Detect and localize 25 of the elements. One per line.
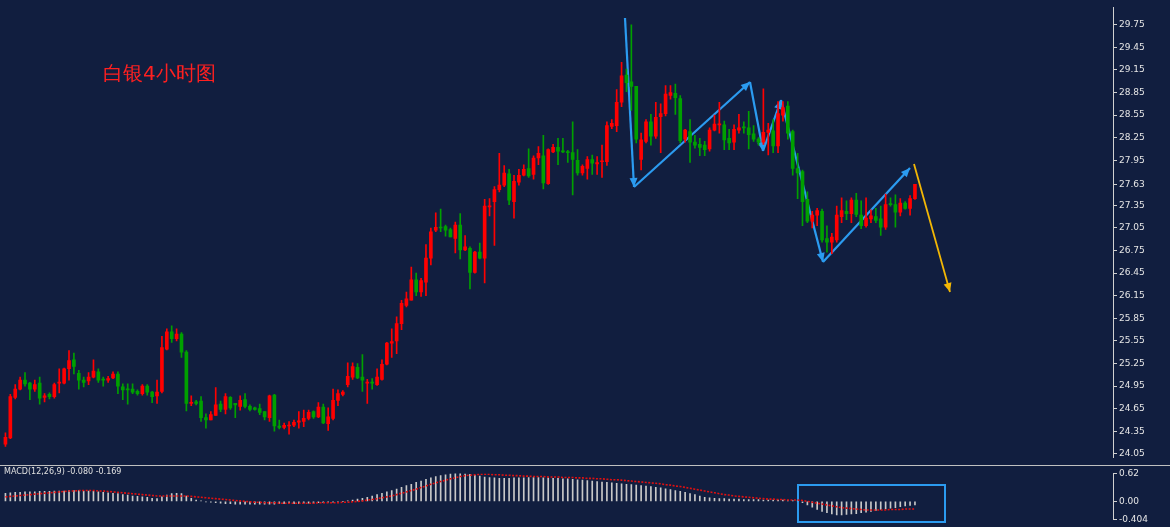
y-tick-label: 28.85 — [1119, 86, 1145, 97]
y-tick-label: 24.95 — [1119, 380, 1145, 391]
y-tick-label: 27.05 — [1119, 222, 1145, 233]
y-tick-label: 27.35 — [1119, 199, 1145, 210]
y-tick-label: 24.05 — [1119, 448, 1145, 459]
y-tick-label: 27.63 — [1119, 178, 1145, 189]
y-tick-label: 25.25 — [1119, 357, 1145, 368]
y-tick-label: 25.85 — [1119, 312, 1145, 323]
y-tick-label: 28.55 — [1119, 109, 1145, 120]
y-tick-label: 29.75 — [1119, 19, 1145, 30]
y-tick-label: 26.75 — [1119, 244, 1145, 255]
y-tick-label: 27.95 — [1119, 154, 1145, 165]
y-tick-label: 26.15 — [1119, 290, 1145, 301]
chart-title: MACD(12,26,9) -0.080 -0.169 — [4, 467, 122, 476]
y-tick-label: 0.62 — [1119, 467, 1140, 478]
y-tick-label: 24.35 — [1119, 425, 1145, 436]
y-tick-label: 26.45 — [1119, 267, 1145, 278]
y-tick-label: 25.55 — [1119, 335, 1145, 346]
y-tick-label: -0.404 — [1119, 513, 1149, 524]
y-tick-label: 28.25 — [1119, 131, 1145, 142]
text: 白银4小时图 — [103, 60, 216, 87]
y-tick-label: 29.45 — [1119, 41, 1145, 52]
y-tick-label: 0.00 — [1119, 495, 1140, 506]
y-tick-label: 24.65 — [1119, 403, 1145, 414]
y-tick-label: 29.15 — [1119, 64, 1145, 75]
